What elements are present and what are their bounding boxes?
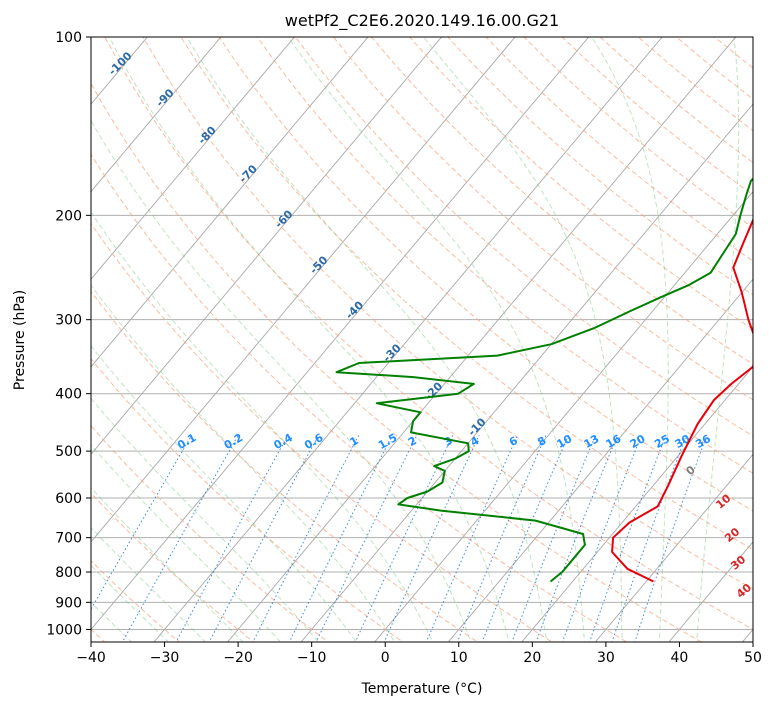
isotherm-line	[91, 37, 516, 543]
moist-adiabat-line	[591, 37, 669, 642]
moist-adiabat-line	[91, 601, 133, 642]
moist-adiabat-line	[91, 444, 282, 642]
dry-adiabat-line	[91, 492, 255, 642]
isotherm-line	[447, 278, 753, 642]
moist-adiabat-line	[91, 526, 207, 642]
moist-adiabat-line	[423, 37, 623, 642]
y-tick-label: 500	[55, 444, 82, 460]
mixing-ratio-line	[288, 434, 393, 642]
isotherm-line	[91, 37, 443, 456]
mixing-ratio-line	[425, 434, 519, 642]
dry-adiabat-line	[91, 357, 404, 642]
temperature-profile-line	[611, 217, 753, 583]
y-tick-label: 200	[55, 208, 82, 224]
mixing-ratio-line	[481, 434, 569, 642]
dry-adiabat-line	[142, 37, 753, 590]
dry-adiabat-line	[294, 37, 753, 437]
isotherm-line	[91, 37, 222, 193]
y-tick-label: 900	[55, 595, 82, 611]
mixing-ratio-line	[456, 434, 547, 642]
y-tick-label: 1000	[46, 622, 82, 638]
background-lines	[91, 37, 753, 642]
isotherm-line	[521, 366, 753, 642]
isotherm-line	[91, 37, 296, 280]
isotherm-line	[226, 37, 737, 642]
dry-adiabat-line	[409, 37, 753, 330]
y-axis: 100 200 300 400 500 600 700 800 900 1000	[46, 30, 91, 638]
dry-adiabat-line	[91, 222, 554, 642]
y-tick-label: 400	[55, 387, 82, 403]
x-axis-label: Temperature (°C)	[361, 681, 483, 697]
x-tick-label: 30	[597, 650, 615, 666]
y-tick-label: 800	[55, 565, 82, 581]
isotherm-line	[91, 37, 590, 631]
y-tick-label: 700	[55, 531, 82, 547]
x-tick-label: 10	[450, 650, 468, 666]
x-axis: −40 −30 −20 −10 0 10 20 30 40 50	[76, 642, 762, 666]
dry-adiabat-line	[91, 560, 180, 642]
mixing-ratio-line	[208, 434, 319, 642]
dry-adiabat-line	[91, 153, 628, 642]
dewpoint-profile-line	[335, 177, 753, 583]
mixing-ratio-line	[175, 434, 289, 642]
mixing-ratio-line	[535, 435, 618, 642]
mixing-ratio-line	[383, 434, 480, 642]
x-tick-label: −10	[297, 650, 327, 666]
x-tick-label: 0	[381, 650, 390, 666]
x-tick-label: −20	[223, 650, 253, 666]
y-tick-label: 600	[55, 491, 82, 507]
x-tick-label: 20	[523, 650, 541, 666]
moist-adiabat-line	[186, 37, 548, 642]
dry-adiabat-line	[180, 37, 753, 551]
plot-frame	[90, 36, 754, 643]
dry-adiabat-line	[218, 37, 753, 512]
x-tick-label: 40	[671, 650, 689, 666]
mixing-ratio-line	[121, 434, 239, 642]
x-tick-label: −40	[76, 650, 106, 666]
isotherm-line	[594, 453, 753, 642]
mixing-ratio-line	[354, 434, 454, 642]
isotherm-line	[300, 103, 753, 642]
y-tick-label: 300	[55, 313, 82, 329]
dry-adiabat-line	[91, 82, 703, 642]
series-layer	[335, 177, 753, 583]
dry-adiabat-line	[256, 37, 753, 474]
moist-adiabat-line	[91, 487, 244, 642]
isotherm-line	[153, 37, 663, 642]
x-tick-label: 50	[744, 650, 762, 666]
mixing-ratio-line	[252, 434, 360, 642]
moist-adiabat-line	[91, 211, 434, 642]
mixing-ratio-line	[511, 435, 597, 642]
moist-adiabat-line	[91, 345, 357, 642]
moist-adiabat-line	[696, 37, 740, 642]
isotherm-line	[668, 541, 753, 642]
y-tick-label: 100	[55, 30, 82, 46]
chart-title: wetPf2_C2E6.2020.149.16.00.G21	[285, 11, 559, 31]
moist-adiabat-line	[108, 37, 510, 642]
moist-adiabat-line	[91, 564, 170, 642]
dry-adiabat-line	[104, 37, 753, 630]
dry-adiabat-line	[447, 37, 753, 296]
isotherm-line	[374, 190, 753, 642]
y-axis-label: Pressure (hPa)	[12, 290, 28, 390]
mixing-ratio-line	[561, 435, 643, 642]
moist-adiabat-line	[287, 37, 585, 642]
dry-adiabat-line	[91, 290, 479, 642]
isotherm-line	[91, 37, 369, 368]
mixing-ratio-line	[634, 435, 708, 642]
x-tick-label: −30	[150, 650, 180, 666]
mixing-ratio-line	[315, 434, 418, 642]
moist-adiabat-line	[91, 284, 396, 642]
mixing-ratio-line	[589, 435, 667, 642]
mixing-ratio-line	[91, 434, 193, 611]
